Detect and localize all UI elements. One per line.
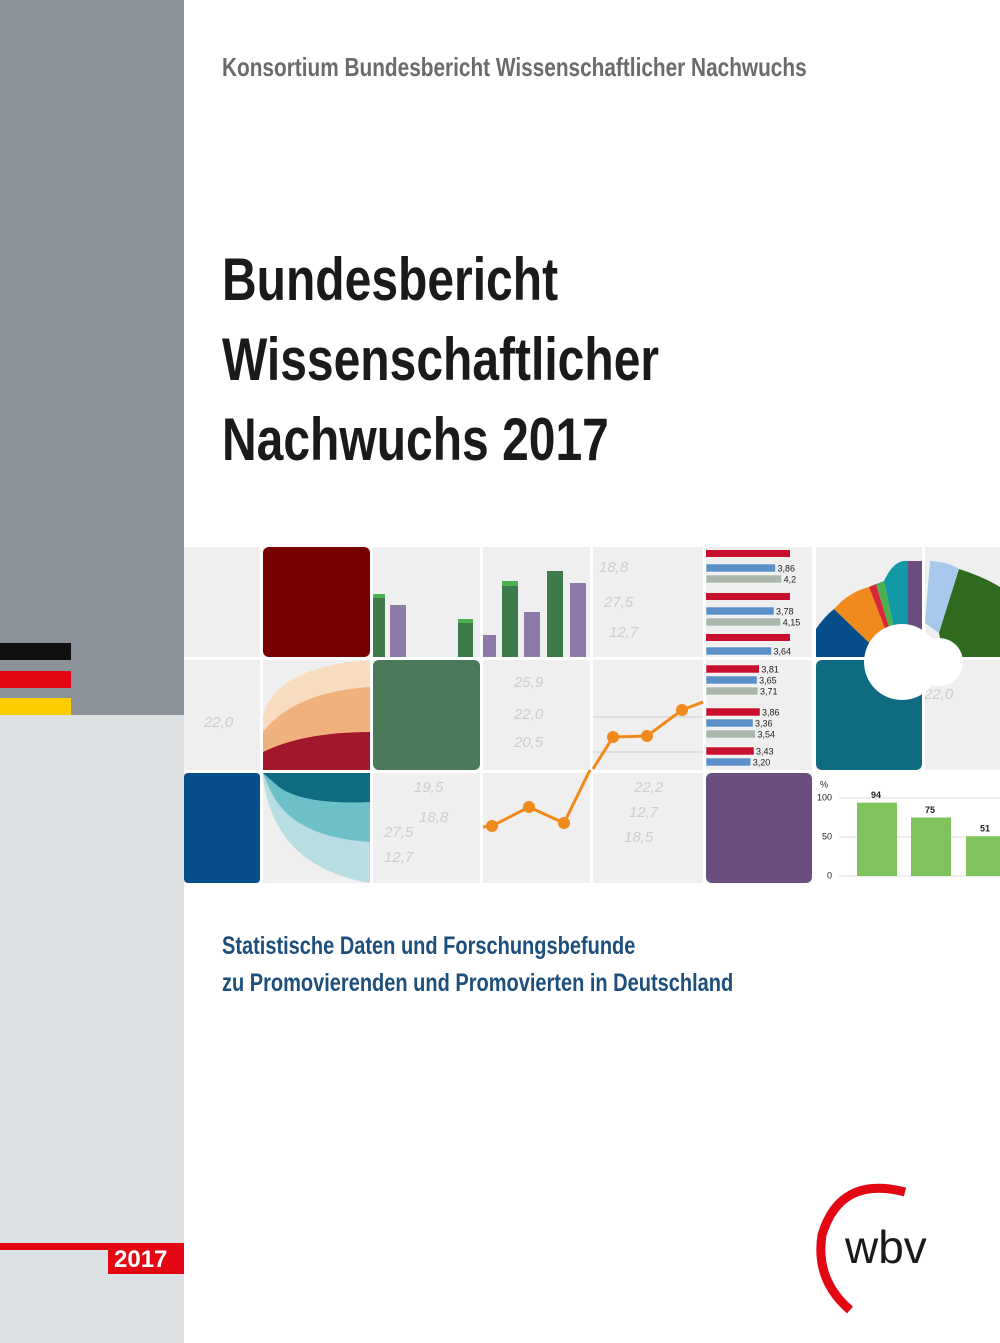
mini-value-label: 51: [980, 824, 990, 834]
flag-gold: [0, 698, 71, 715]
title-line: Bundesbericht: [222, 246, 559, 313]
hbar-label: 4,15: [783, 617, 801, 627]
hbar: [705, 617, 781, 627]
background-numbers: 18,8 27,5 12,7 25,9 22,0 20,5 22,0 19,5 …: [203, 559, 954, 866]
hbar-label: 4,2: [784, 574, 797, 584]
bg-number: 22,0: [513, 706, 544, 723]
deco-lines: [482, 700, 704, 832]
bg-number: 27,5: [383, 824, 414, 841]
mini-value-label: 94: [871, 790, 881, 800]
logo-arc: [816, 1183, 907, 1314]
mini-bar: [911, 817, 951, 876]
title: Bundesbericht Wissenschaftlicher Nachwuc…: [222, 240, 659, 480]
publisher: wbv: [844, 1221, 927, 1273]
mini-chart: % 0 50 100 94 75 51: [816, 773, 1000, 883]
bg-number: 22,0: [203, 714, 234, 731]
hbar: [705, 686, 759, 696]
flag-black: [0, 643, 71, 660]
mini-tick-label: 50: [822, 831, 832, 841]
bg-number: 25,9: [513, 674, 544, 691]
subtitle-line: zu Promovierenden und Promovierten in De…: [222, 969, 734, 997]
strip-top: [0, 0, 184, 715]
mini-value-label: 75: [925, 805, 935, 815]
tile: [184, 773, 260, 883]
year-line: [0, 1243, 184, 1250]
hbar-label: 3,20: [753, 757, 771, 767]
hbar: [705, 646, 772, 656]
hbar-label: 3,86: [777, 563, 795, 573]
deco-red-bar: [706, 550, 790, 557]
bg-number: 27,5: [603, 594, 634, 611]
deco-red-bar: [706, 593, 790, 600]
subtitle-line: Statistische Daten und Forschungsbefunde: [222, 932, 636, 960]
hbar-label: 3,78: [776, 606, 794, 616]
bg-number: 22,2: [633, 779, 664, 796]
bg-number: 22,0: [923, 686, 954, 703]
mini-tick-label: 0: [827, 870, 832, 880]
hbar-label: 3,43: [756, 746, 774, 756]
tile: [263, 547, 370, 657]
title-line: Wissenschaftlicher: [222, 326, 660, 393]
bg-number: 12,7: [629, 804, 659, 821]
mini-unit: %: [820, 779, 828, 789]
title-line: Nachwuchs 2017: [222, 406, 609, 473]
hbar: [705, 563, 776, 573]
mini-tick-label: 100: [817, 792, 832, 802]
hbar-label: 3,86: [762, 707, 780, 717]
deco-pie: [816, 560, 1000, 700]
hbar: [705, 574, 782, 584]
strip-bottom: [0, 715, 184, 1343]
bg-number: 19,5: [414, 779, 444, 796]
bg-number: 12,7: [609, 624, 639, 641]
hbar-label: 3,54: [758, 729, 776, 739]
bg-number: 18,8: [599, 559, 629, 576]
deco-fan: [263, 660, 370, 883]
year-badge: 2017: [114, 1246, 168, 1273]
tile: [373, 660, 480, 770]
year-box: [108, 1243, 184, 1274]
hbar: [705, 757, 752, 767]
gutters: [184, 547, 1000, 883]
hbar: [705, 718, 754, 728]
flag-red: [0, 671, 71, 688]
hbar-label: 3,36: [755, 718, 773, 728]
publisher-logo: wbv: [816, 1183, 927, 1314]
hbar: [705, 746, 755, 756]
consortium: Konsortium Bundesbericht Wissenschaftlic…: [222, 52, 807, 82]
bg-number: 18,8: [419, 809, 449, 826]
hbar: [705, 606, 775, 616]
hbar: [705, 675, 758, 685]
deco-bars: [373, 571, 586, 657]
hbar: [705, 664, 760, 674]
hbar: [705, 729, 756, 739]
tile: [706, 773, 812, 883]
hbar: [705, 707, 761, 717]
mini-bar: [857, 802, 897, 876]
subtitle: Statistische Daten und Forschungsbefunde…: [222, 928, 733, 1002]
collage: 18,8 27,5 12,7 25,9 22,0 20,5 22,0 19,5 …: [184, 547, 1000, 883]
hbars: 3,864,23,784,153,643,813,653,713,863,363…: [705, 550, 801, 767]
hbar-label: 3,71: [760, 686, 778, 696]
bg-number: 12,7: [384, 849, 414, 866]
hbar-label: 3,81: [761, 664, 779, 674]
hbar-label: 3,65: [759, 675, 777, 685]
hbar-label: 3,64: [774, 646, 792, 656]
deco-red-bar: [706, 634, 790, 641]
bg-number: 18,5: [624, 829, 654, 846]
mini-bar: [966, 836, 1000, 876]
bg-number: 20,5: [513, 734, 544, 751]
